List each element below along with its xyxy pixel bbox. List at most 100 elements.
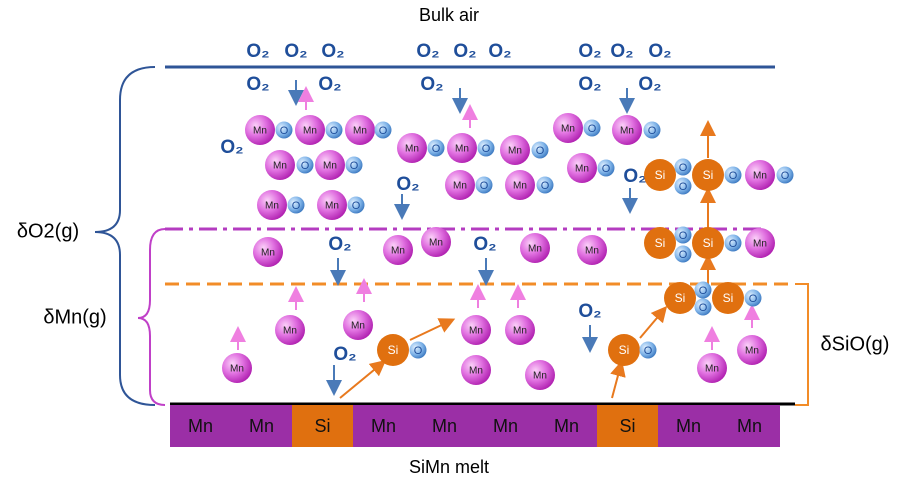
atom-label: Mn bbox=[429, 238, 443, 249]
atom-label: O bbox=[350, 160, 359, 172]
o2-label: O₂ bbox=[638, 74, 661, 95]
o2-label: O₂ bbox=[453, 41, 476, 62]
atom-label: Si bbox=[388, 343, 399, 357]
atom-label: Si bbox=[703, 236, 714, 250]
diagram: Bulk air SiMn melt δO2(g) δMn(g) δSiO(g)… bbox=[0, 0, 898, 483]
atom-label: Mn bbox=[513, 181, 527, 192]
o2-label: O₂ bbox=[333, 344, 356, 365]
o2-label: O₂ bbox=[416, 41, 439, 62]
atom-label: Mn bbox=[323, 161, 337, 172]
atom-label: Mn bbox=[620, 126, 634, 137]
atom-label: O bbox=[541, 180, 550, 192]
melt-label: Si bbox=[314, 416, 330, 436]
o2-label: O₂ bbox=[488, 41, 511, 62]
atom-label: Mn bbox=[705, 364, 719, 375]
atom-label: O bbox=[679, 249, 688, 261]
atom-label: O bbox=[679, 181, 688, 193]
o2-label: O₂ bbox=[578, 74, 601, 95]
atom-label: O bbox=[729, 238, 738, 250]
atom-label: O bbox=[292, 200, 301, 212]
atom-label: O bbox=[482, 143, 491, 155]
atom-label: O bbox=[699, 285, 708, 297]
melt-label: Mn bbox=[493, 416, 518, 436]
atom-label: Mn bbox=[753, 239, 767, 250]
atom-label: O bbox=[729, 170, 738, 182]
zone-label: δSiO(g) bbox=[821, 333, 890, 355]
atom-label: O bbox=[648, 125, 657, 137]
atom-label: O bbox=[749, 293, 758, 305]
o2-label: O₂ bbox=[623, 166, 646, 187]
atom-label: Mn bbox=[453, 181, 467, 192]
o2-label: O₂ bbox=[318, 74, 341, 95]
atom-label: Mn bbox=[351, 321, 365, 332]
atom-label: Mn bbox=[283, 326, 297, 337]
atom-label: Mn bbox=[469, 326, 483, 337]
melt-label: Mn bbox=[249, 416, 274, 436]
atom-label: O bbox=[699, 302, 708, 314]
atom-label: O bbox=[352, 200, 361, 212]
atom-label: Mn bbox=[405, 144, 419, 155]
o2-label: O₂ bbox=[328, 234, 351, 255]
o2-label: O₂ bbox=[321, 41, 344, 62]
atom-label: Si bbox=[703, 168, 714, 182]
atom-label: Mn bbox=[353, 126, 367, 137]
o2-label: O₂ bbox=[578, 41, 601, 62]
atom-label: Mn bbox=[325, 201, 339, 212]
atom-label: O bbox=[602, 163, 611, 175]
atom-label: Mn bbox=[745, 346, 759, 357]
atom-label: O bbox=[330, 125, 339, 137]
atom-label: Mn bbox=[585, 246, 599, 257]
melt-label: Si bbox=[619, 416, 635, 436]
atom-label: Mn bbox=[265, 201, 279, 212]
zone-label: δO2(g) bbox=[17, 220, 79, 242]
atom-label: Mn bbox=[528, 244, 542, 255]
o2-label: O₂ bbox=[648, 41, 671, 62]
atom-label: O bbox=[679, 230, 688, 242]
atom-label: O bbox=[679, 162, 688, 174]
title: Bulk air bbox=[419, 5, 479, 25]
atom-label: Mn bbox=[533, 371, 547, 382]
o2-label: O₂ bbox=[578, 301, 601, 322]
o2-label: O₂ bbox=[610, 41, 633, 62]
atom-label: O bbox=[280, 125, 289, 137]
o2-bracket bbox=[95, 67, 155, 405]
atom-label: Mn bbox=[513, 326, 527, 337]
atom-label: O bbox=[644, 345, 653, 357]
o2-label: O₂ bbox=[473, 234, 496, 255]
melt-label: Mn bbox=[554, 416, 579, 436]
sio-bracket bbox=[795, 284, 808, 405]
atom-label: O bbox=[432, 143, 441, 155]
melt-label: Mn bbox=[737, 416, 762, 436]
zone-label: δMn(g) bbox=[43, 306, 106, 328]
atom-label: Mn bbox=[508, 146, 522, 157]
melt-label: Mn bbox=[371, 416, 396, 436]
atom-label: Mn bbox=[273, 161, 287, 172]
atom-label: O bbox=[781, 170, 790, 182]
atom-label: Mn bbox=[561, 124, 575, 135]
atom-label: O bbox=[301, 160, 310, 172]
atom-label: Si bbox=[619, 343, 630, 357]
atom-label: O bbox=[379, 125, 388, 137]
footer: SiMn melt bbox=[409, 457, 489, 477]
atom-label: Si bbox=[675, 291, 686, 305]
atom-label: O bbox=[588, 123, 597, 135]
atom-label: Mn bbox=[253, 126, 267, 137]
melt-label: Mn bbox=[432, 416, 457, 436]
atom-label: Mn bbox=[230, 364, 244, 375]
mn-bracket bbox=[138, 229, 165, 405]
o2-label: O₂ bbox=[396, 174, 419, 195]
atom-label: O bbox=[414, 345, 423, 357]
atom-label: Mn bbox=[303, 126, 317, 137]
atom-label: Mn bbox=[455, 144, 469, 155]
o2-label: O₂ bbox=[246, 74, 269, 95]
atom-label: Mn bbox=[575, 164, 589, 175]
atom-label: Mn bbox=[469, 366, 483, 377]
o2-label: O₂ bbox=[246, 41, 269, 62]
o2-label: O₂ bbox=[220, 137, 243, 158]
melt-label: Mn bbox=[676, 416, 701, 436]
atom-label: O bbox=[480, 180, 489, 192]
melt-label: Mn bbox=[188, 416, 213, 436]
atom-label: Mn bbox=[753, 171, 767, 182]
atom-label: Si bbox=[655, 236, 666, 250]
atom-label: Si bbox=[723, 291, 734, 305]
